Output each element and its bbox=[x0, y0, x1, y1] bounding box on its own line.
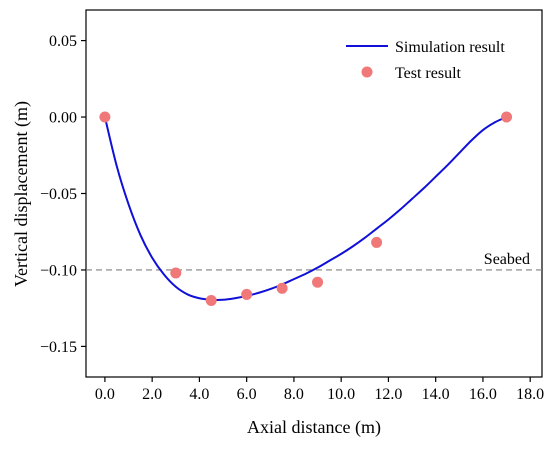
legend-marker-swatch bbox=[361, 66, 373, 78]
x-tick-label: 10.0 bbox=[327, 386, 355, 403]
x-tick-label: 2.0 bbox=[142, 386, 162, 403]
test-result-point bbox=[312, 276, 324, 288]
x-tick-label: 12.0 bbox=[374, 386, 402, 403]
y-axis: 0.05 0.00 −0.05 −0.10 −0.15 bbox=[40, 33, 86, 356]
x-axis: 0.0 2.0 4.0 6.0 8.0 10.0 12.0 14.0 16.0 18.0 bbox=[95, 377, 544, 403]
x-axis-title: Axial distance (m) bbox=[247, 417, 381, 438]
test-result-point bbox=[276, 282, 288, 294]
legend-label-test: Test result bbox=[395, 65, 462, 82]
plot-frame bbox=[85, 9, 543, 378]
test-result-point bbox=[501, 111, 513, 123]
x-tick-label: 6.0 bbox=[237, 386, 257, 403]
simulation-result-line bbox=[103, 116, 507, 301]
y-tick-label: −0.15 bbox=[40, 339, 77, 356]
test-result-point bbox=[99, 111, 111, 123]
reference-layer: Seabed bbox=[86, 251, 542, 271]
legend-label-simulation: Simulation result bbox=[395, 39, 505, 56]
x-tick-label: 14.0 bbox=[422, 386, 450, 403]
x-tick-label: 18.0 bbox=[516, 386, 544, 403]
test-result-point bbox=[371, 236, 383, 248]
test-result-point bbox=[241, 288, 253, 300]
series-layer bbox=[99, 111, 513, 307]
x-tick-label: 0.0 bbox=[95, 386, 115, 403]
y-tick-label: −0.05 bbox=[40, 186, 77, 203]
seabed-label: Seabed bbox=[484, 251, 530, 268]
legend: Simulation result Test result bbox=[346, 39, 505, 82]
y-tick-label: 0.00 bbox=[49, 110, 77, 127]
y-tick-label: 0.05 bbox=[49, 33, 77, 50]
y-tick-label: −0.10 bbox=[40, 262, 77, 279]
x-tick-label: 4.0 bbox=[189, 386, 209, 403]
y-axis-title: Vertical displacement (m) bbox=[11, 101, 32, 287]
test-result-point bbox=[205, 295, 217, 307]
test-result-point bbox=[170, 267, 182, 279]
x-tick-label: 16.0 bbox=[469, 386, 497, 403]
x-tick-label: 8.0 bbox=[284, 386, 304, 403]
